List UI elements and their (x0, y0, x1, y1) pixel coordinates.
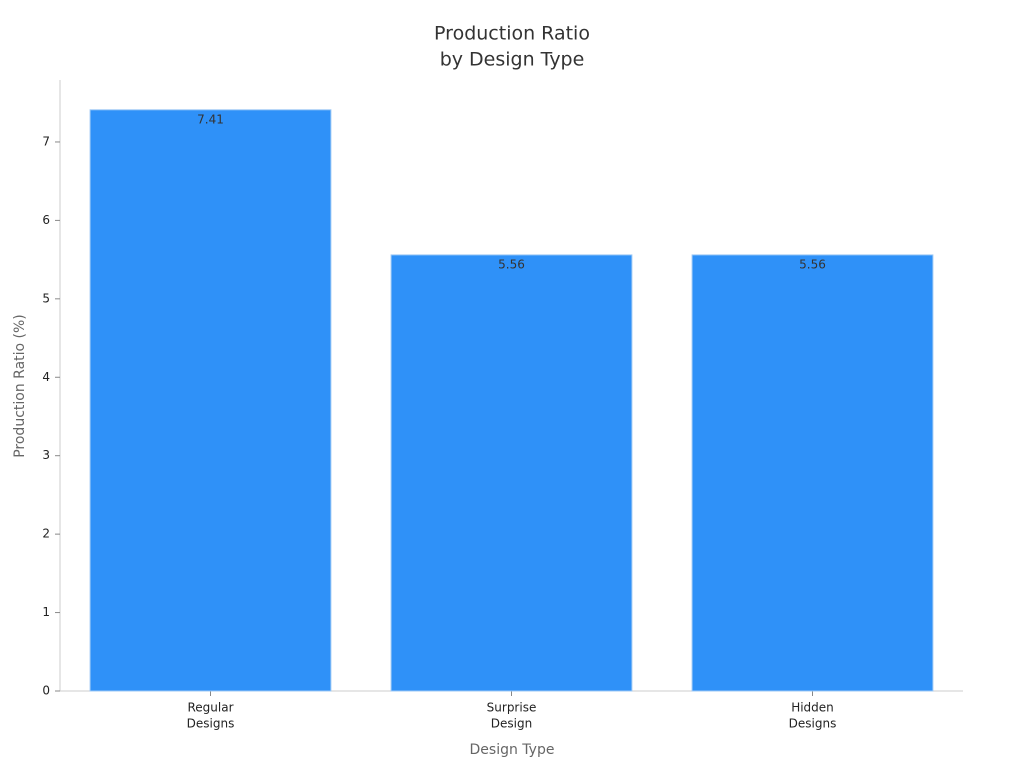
y-tick-label: 1 (42, 605, 50, 619)
bar (89, 109, 332, 692)
x-tick-label: Designs (789, 717, 837, 731)
chart-title: Production Ratio (434, 23, 590, 45)
chart-title: by Design Type (440, 49, 585, 71)
y-tick-label: 4 (42, 370, 50, 384)
bar (390, 254, 633, 692)
x-tick-label: Hidden (791, 701, 834, 715)
value-label: 5.56 (498, 257, 525, 271)
y-tick-label: 0 (42, 684, 50, 698)
bar (691, 254, 934, 692)
x-tick-label: Surprise (487, 701, 537, 715)
y-tick-label: 2 (42, 527, 50, 541)
x-tick-label: Designs (187, 717, 235, 731)
y-tick-label: 7 (42, 134, 50, 148)
value-label: 5.56 (799, 257, 826, 271)
x-tick-label: Design (491, 717, 532, 731)
y-tick-label: 5 (42, 291, 50, 305)
x-tick-label: Regular (187, 701, 233, 715)
y-tick-label: 6 (42, 213, 50, 227)
x-axis-label: Design Type (470, 742, 555, 758)
y-axis-label: Production Ratio (%) (12, 314, 28, 458)
y-tick-label: 3 (42, 448, 50, 462)
value-label: 7.41 (197, 112, 224, 126)
